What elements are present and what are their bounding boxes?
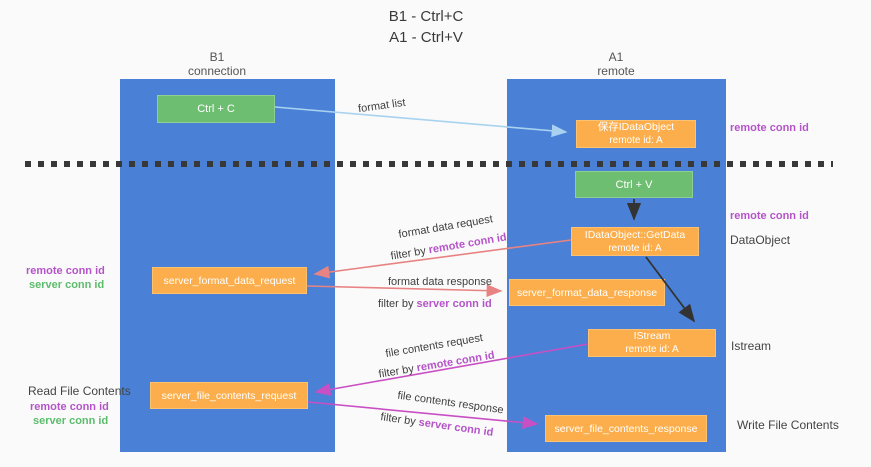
node-file-request-label: server_file_contents_request	[161, 389, 297, 402]
node-istream: IStream remote id: A	[588, 329, 716, 357]
filter-by-text: filter by	[377, 362, 415, 381]
node-save-dataobject-line1: 保存IDataObject	[597, 121, 675, 133]
left-remote-conn-id-label-2: remote conn id	[30, 401, 109, 413]
lane-a1-subtitle: remote	[597, 64, 635, 78]
left-remote-conn-id-label-1: remote conn id	[26, 265, 105, 277]
diagram-title: B1 - Ctrl+C A1 - Ctrl+V	[326, 6, 526, 48]
server-conn-id-text: server conn id	[417, 416, 495, 439]
node-save-dataobject-line2: remote id: A	[609, 135, 663, 146]
write-file-contents-label: Write File Contents	[737, 418, 839, 432]
node-save-dataobject: 保存IDataObject remote id: A	[576, 120, 696, 148]
filter-by-text: filter by	[379, 411, 417, 428]
lane-header-b1: B1 connection	[117, 50, 317, 78]
read-file-contents-label: Read File Contents	[28, 384, 131, 398]
left-server-conn-id-label-1: server conn id	[29, 279, 105, 291]
dataobject-label: DataObject	[730, 233, 791, 247]
dashed-divider	[25, 161, 833, 167]
format-data-response-label: format data response	[388, 276, 492, 288]
node-format-response-label: server_format_data_response	[516, 286, 658, 299]
remote-conn-id-label-mid: remote conn id	[730, 210, 809, 222]
lane-b1-subtitle: connection	[187, 64, 247, 78]
lane-a1-name: A1	[608, 50, 624, 64]
file-contents-response-label: file contents response	[396, 389, 505, 417]
lane-b1-name: B1	[209, 50, 225, 64]
title-line-2: A1 - Ctrl+V	[389, 29, 463, 46]
node-getdata-line2: remote id: A	[608, 242, 662, 254]
node-server-format-data-request: server_format_data_request	[152, 267, 307, 294]
node-ctrl-c: Ctrl + C	[157, 95, 275, 123]
format-list-label: format list	[357, 96, 407, 116]
filter-by-text: filter by	[378, 298, 414, 310]
server-conn-id-text: server conn id	[416, 298, 492, 310]
node-ctrl-v: Ctrl + V	[575, 171, 693, 198]
node-server-file-contents-response: server_file_contents_response	[545, 415, 707, 442]
node-istream-line2: remote id: A	[625, 344, 679, 355]
node-getdata-line1: IDataObject::GetData	[584, 228, 686, 241]
node-ctrl-c-label: Ctrl + C	[197, 103, 235, 115]
istream-label: Istream	[731, 339, 772, 353]
remote-conn-id-text: remote conn id	[427, 231, 508, 257]
node-istream-line1: IStream	[633, 330, 671, 342]
left-server-conn-id-label-2: server conn id	[33, 415, 109, 427]
node-idataobject-getdata: IDataObject::GetData remote id: A	[571, 227, 699, 256]
filter-by-server-conn-id-label-2: filter by server conn id	[380, 411, 494, 439]
remote-conn-id-label-top: remote conn id	[730, 122, 809, 134]
filter-by-text: filter by	[389, 244, 427, 263]
node-ctrl-v-label: Ctrl + V	[615, 178, 653, 191]
node-file-response-label: server_file_contents_response	[554, 422, 698, 435]
filter-by-server-conn-id-label-1: filter by server conn id	[378, 298, 492, 310]
node-server-format-data-response: server_format_data_response	[509, 279, 665, 306]
node-server-file-contents-request: server_file_contents_request	[150, 382, 308, 409]
node-format-request-label: server_format_data_request	[163, 274, 296, 287]
lane-header-a1: A1 remote	[516, 50, 716, 78]
title-line-1: B1 - Ctrl+C	[388, 8, 464, 25]
